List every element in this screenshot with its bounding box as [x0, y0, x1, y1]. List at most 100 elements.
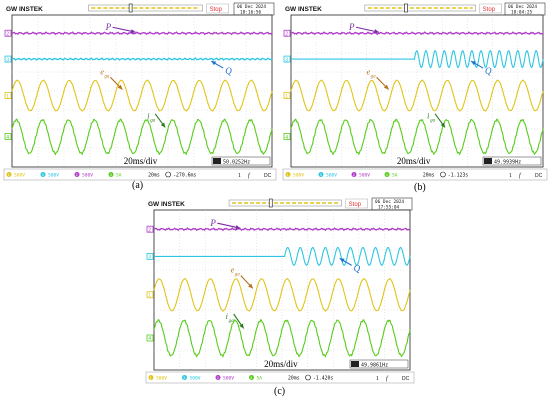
offset-icon: [440, 171, 446, 178]
channel-scale-text: 500V: [293, 173, 304, 179]
arrow-q-head: [211, 61, 217, 66]
channel-scale-dot: [351, 172, 357, 177]
channel-number: 4: [6, 135, 9, 141]
channel-marker: [146, 253, 154, 260]
panel-caption-b: (b): [414, 182, 426, 193]
bottom-status-bar: [145, 371, 415, 384]
timebase-readout: 20ms: [288, 376, 300, 382]
channel-scale-text: 500V: [82, 173, 93, 179]
timebase-readout: 20ms: [423, 173, 435, 179]
channel-marker: [4, 29, 12, 37]
panel-caption-a: (a): [132, 180, 144, 191]
status-badge: [345, 198, 368, 209]
channel-scale-number: 3: [183, 376, 185, 380]
label-i-subscript: ga: [150, 118, 156, 123]
frequency-box: [482, 156, 542, 166]
timebase-annotation: 20ms/div: [124, 156, 158, 166]
channel-marker: [283, 133, 291, 141]
channel-scale-number: 3: [320, 173, 322, 177]
timebase-annotation: 20ms/div: [264, 359, 298, 369]
frequency-text: 50.0252Hz: [223, 160, 250, 166]
arrow-i-head: [160, 122, 166, 128]
channel-scale-text: 5A: [116, 173, 122, 179]
arrow-p-head: [130, 29, 136, 34]
channel-scale-dot: [6, 172, 12, 177]
label-e: e: [367, 67, 371, 76]
channel-number: 2: [148, 227, 151, 233]
label-e-subscript: ga: [235, 272, 241, 277]
channel-scale-text: 500V: [14, 173, 25, 179]
channel-number: 4: [148, 336, 151, 342]
offset-readout: -1.420s: [313, 376, 333, 382]
arrow-i-head: [239, 323, 244, 329]
label-p: P: [209, 218, 216, 228]
label-i: i: [147, 111, 149, 120]
channel-scale-number: 2: [353, 173, 355, 177]
arrow-e-head: [248, 283, 253, 289]
channel-scale-dot: [182, 375, 187, 380]
offset-icon: [305, 374, 311, 381]
label-p: P: [348, 22, 355, 32]
memory-bar: [228, 199, 342, 207]
channel-marker: [146, 225, 154, 233]
frequency-icon: [351, 361, 359, 367]
channel-scale-dot: [108, 172, 114, 177]
channel-marker: [283, 29, 291, 37]
timebase-readout: 20ms: [148, 173, 160, 179]
trace-e: [153, 278, 411, 312]
trace-p: [11, 31, 273, 36]
timebase-annotation: 20ms/div: [397, 156, 431, 166]
channel-scale-number: 4: [386, 173, 388, 177]
status-text: Stop: [349, 202, 362, 208]
scope-screen: GW INSTEK Stop 06 Dec 202418:16:562314PQeg…: [3, 2, 277, 181]
arrow-e-head: [117, 84, 123, 90]
label-q: Q: [354, 263, 361, 273]
channel-scale-text: 500V: [326, 173, 337, 179]
channel-marker: [146, 334, 154, 342]
trace-q: [11, 57, 273, 61]
frequency-icon: [213, 158, 221, 164]
trace-i: [153, 318, 411, 358]
label-e-subscript: ga: [104, 74, 110, 79]
offset-readout: -270.6ms: [173, 173, 196, 179]
arrow-q-head: [339, 258, 345, 263]
arrow-q-head: [471, 61, 477, 66]
trigger-mode: DC: [402, 376, 410, 382]
status-text: Stop: [483, 7, 496, 13]
time-text: 17:55:04: [378, 205, 400, 211]
arrow-p-head: [235, 225, 241, 230]
channel-scale-dot: [318, 172, 324, 177]
offset-readout: -1.123s: [448, 173, 468, 179]
offset-icon: [165, 171, 171, 178]
channel-scale-dot: [285, 172, 291, 177]
trace-q: [291, 49, 544, 69]
channel-marker: [283, 55, 291, 63]
brand-logo: GW INSTEK: [148, 201, 185, 208]
bottom-status-bar: [3, 168, 277, 181]
memory-bar: [364, 4, 477, 12]
channel-number: 3: [6, 57, 9, 63]
scope-screen: GW INSTEK Stop 06 Dec 202418:04:252314PQeg…: [282, 2, 548, 181]
channel-scale-text: 5A: [257, 376, 263, 382]
channel-scale-number: 4: [250, 376, 252, 380]
frequency-text: 49.9861Hz: [361, 363, 388, 369]
channel-scale-number: 1: [150, 376, 152, 380]
trace-e: [290, 79, 544, 112]
channel-number: 2: [6, 31, 9, 37]
channel-scale-dot: [40, 172, 46, 177]
trigger-source: 1: [509, 173, 512, 179]
label-q: Q: [485, 66, 492, 76]
brand-logo: GW INSTEK: [285, 6, 322, 13]
label-e: e: [231, 265, 235, 274]
trace-q: [154, 247, 411, 266]
channel-number: 3: [148, 255, 151, 261]
trigger-source: 1: [376, 376, 379, 382]
channel-number: 1: [6, 94, 9, 100]
label-i: i: [226, 312, 228, 321]
date-text: 06 Dec 2024: [375, 199, 404, 205]
trace-e: [11, 79, 273, 112]
frequency-box: [211, 156, 271, 166]
label-p: P: [105, 22, 112, 32]
